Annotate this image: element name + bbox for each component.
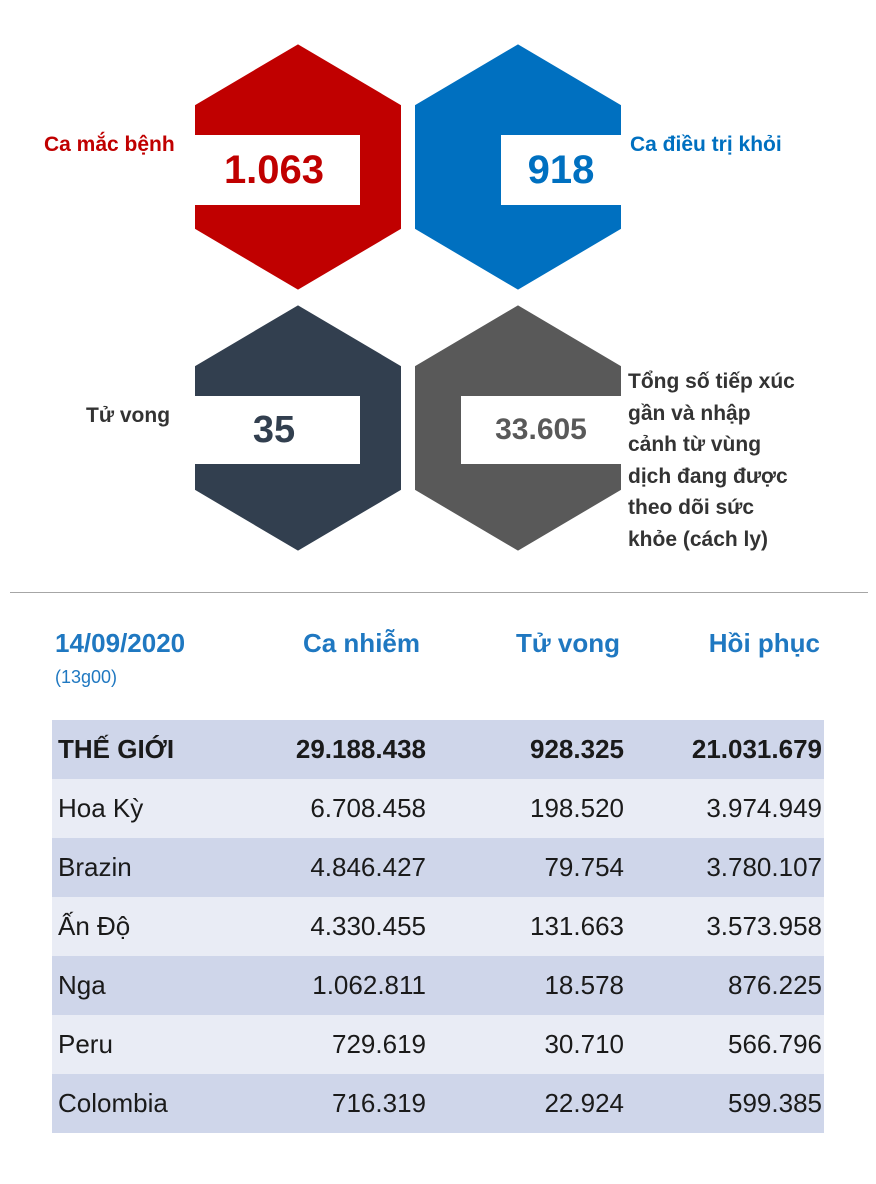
country-cell: THẾ GIỚI	[58, 734, 175, 764]
contacts-label-line: theo dõi sức	[628, 496, 755, 519]
recovered-cell: 599.385	[728, 1088, 822, 1118]
cases-value: 1.063	[188, 135, 360, 205]
table-row: Brazin 4.846.427 79.754 3.780.107	[52, 838, 824, 897]
cases-cell: 6.708.458	[310, 793, 426, 823]
country-cell: Nga	[58, 970, 106, 1000]
deaths-value: 35	[188, 396, 360, 464]
cases-cell: 4.330.455	[310, 911, 426, 941]
header-deaths: Tử vong	[515, 628, 620, 658]
deaths-cell: 131.663	[530, 911, 624, 941]
header-recovered: Hồi phục	[708, 628, 820, 658]
recovered-cell: 3.780.107	[706, 852, 822, 882]
country-cell: Hoa Kỳ	[58, 793, 144, 823]
contacts-hexagon: 33.605	[408, 300, 628, 556]
country-cell: Brazin	[58, 852, 132, 882]
deaths-cell: 928.325	[530, 734, 624, 764]
deaths-label: Tử vong	[86, 404, 171, 427]
cases-cell: 29.188.438	[295, 734, 426, 764]
country-cell: Colombia	[58, 1088, 168, 1118]
table-row: Ấn Độ 4.330.455 131.663 3.573.958	[52, 897, 824, 956]
table-row: Nga 1.062.811 18.578 876.225	[52, 956, 824, 1015]
header-cases: Ca nhiễm	[302, 628, 420, 658]
deaths-cell: 198.520	[530, 793, 624, 823]
recovered-value: 918	[501, 135, 621, 205]
contacts-label-line: gần và nhập	[628, 401, 751, 425]
table-row: Hoa Kỳ 6.708.458 198.520 3.974.949	[52, 779, 824, 838]
table-row: Peru 729.619 30.710 566.796	[52, 1015, 824, 1074]
deaths-cell: 79.754	[544, 852, 624, 882]
deaths-cell: 30.710	[544, 1029, 624, 1059]
contacts-label-line: dịch đang được	[628, 464, 788, 488]
recovered-label: Ca điều trị khỏi	[630, 133, 782, 156]
country-cell: Ấn Độ	[58, 911, 131, 941]
recovered-cell: 3.974.949	[706, 793, 822, 823]
table-date: 14/09/2020	[55, 628, 186, 658]
recovered-hexagon: 918	[408, 39, 628, 295]
cases-cell: 1.062.811	[312, 970, 426, 1000]
contacts-label: Tổng số tiếp xúc gần và nhập cảnh từ vùn…	[628, 366, 828, 555]
cases-hexagon: 1.063	[188, 39, 408, 295]
recovered-cell: 3.573.958	[706, 911, 822, 941]
cases-label: Ca mắc bệnh	[44, 133, 175, 156]
deaths-hexagon: 35	[188, 300, 408, 556]
contacts-label-line: cảnh từ vùng	[628, 433, 762, 456]
recovered-cell: 21.031.679	[691, 734, 822, 764]
recovered-cell: 566.796	[728, 1029, 822, 1059]
cases-cell: 4.846.427	[310, 852, 426, 882]
contacts-label-line: Tổng số tiếp xúc	[628, 370, 795, 393]
stats-table: THẾ GIỚI 29.188.438 928.325 21.031.679 H…	[52, 720, 824, 1133]
deaths-cell: 18.578	[544, 970, 624, 1000]
table-time: (13g00)	[55, 667, 118, 687]
country-cell: Peru	[58, 1029, 113, 1059]
cases-cell: 729.619	[332, 1029, 426, 1059]
recovered-cell: 876.225	[728, 970, 822, 1000]
deaths-cell: 22.924	[544, 1088, 624, 1118]
contacts-value: 33.605	[461, 396, 621, 464]
table-row: Colombia 716.319 22.924 599.385	[52, 1074, 824, 1133]
cases-cell: 716.319	[332, 1088, 426, 1118]
contacts-label-line: khỏe (cách ly)	[628, 527, 769, 551]
section-divider	[10, 592, 868, 593]
table-row-world: THẾ GIỚI 29.188.438 928.325 21.031.679	[52, 720, 824, 779]
